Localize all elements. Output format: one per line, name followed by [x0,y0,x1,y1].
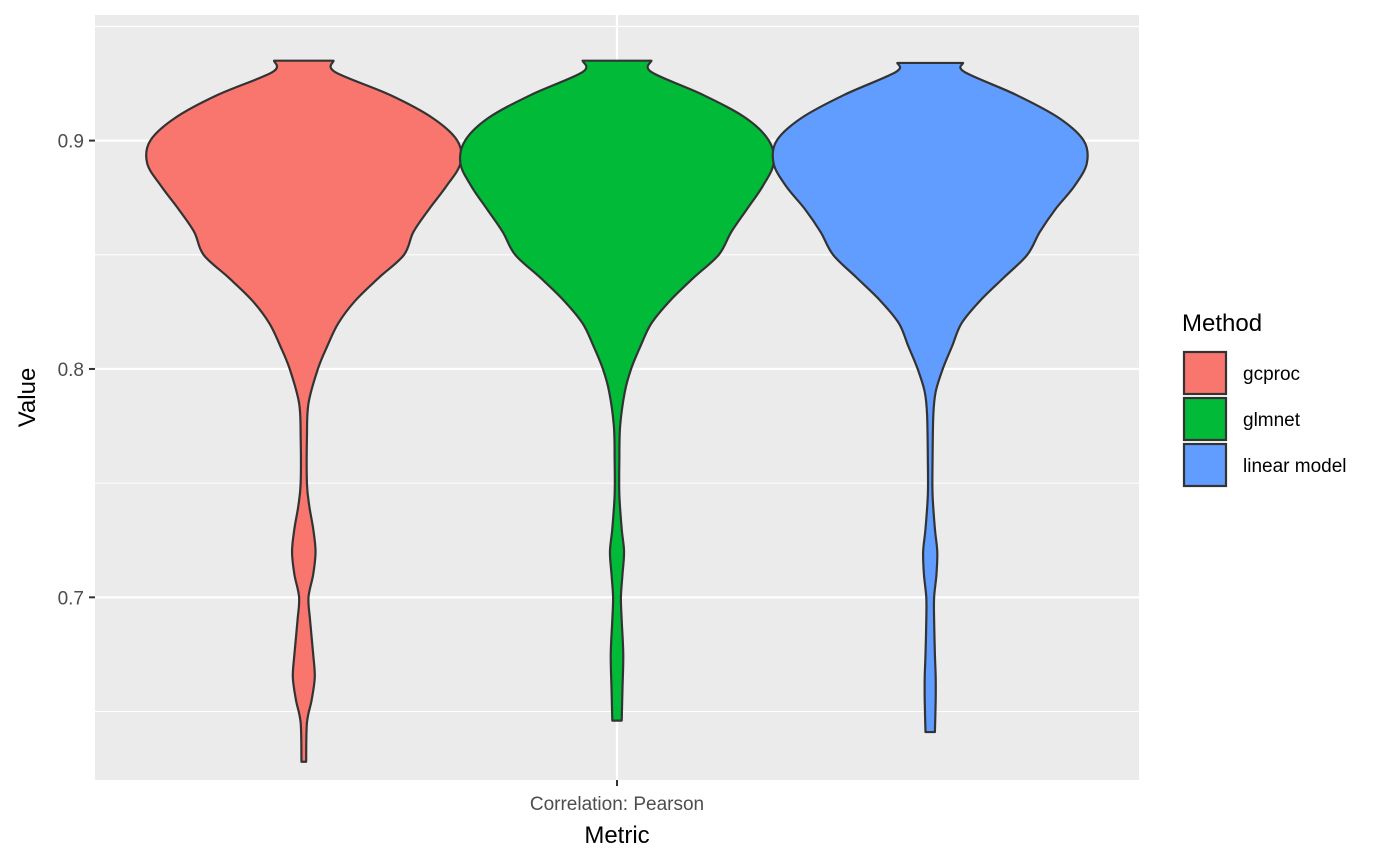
y-axis-title: Value [14,368,41,428]
legend: Method gcproc glmnet linear model [1182,310,1347,488]
violin-gcproc [145,59,463,763]
violins-layer [145,59,1089,763]
x-axis: Correlation: Pearson [530,780,704,815]
violin-glmnet [458,59,776,722]
legend-title: Method [1182,310,1262,337]
y-tick-label: 0.9 [58,132,84,153]
y-axis: 0.7 0.8 0.9 [58,132,95,609]
legend-label: linear model [1243,456,1347,477]
legend-label: glmnet [1243,410,1301,431]
violin-linear-model [771,61,1089,734]
legend-label: gcproc [1243,364,1300,385]
y-tick-label: 0.8 [58,360,84,381]
legend-key-linear-model [1182,442,1228,488]
legend-key-glmnet [1182,396,1228,442]
y-tick-label: 0.7 [58,588,84,609]
x-tick-label: Correlation: Pearson [530,794,704,815]
legend-key-gcproc [1182,350,1228,396]
x-axis-title: Metric [584,822,649,849]
